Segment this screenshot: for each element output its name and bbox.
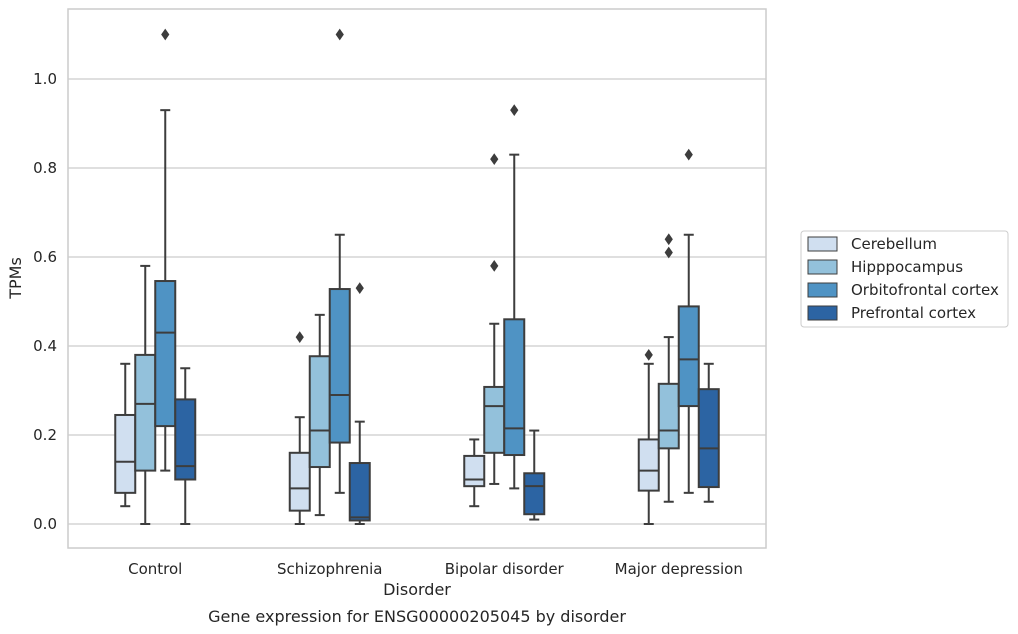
legend: Cerebellum Hipppocampus Orbitofrontal cort… bbox=[800, 230, 1009, 328]
legend-label: Orbitofrontal cortex bbox=[851, 281, 999, 299]
box-iqr bbox=[174, 398, 197, 481]
x-tick-label: Major depression bbox=[615, 560, 743, 578]
box-group bbox=[154, 28, 177, 472]
box-group bbox=[288, 331, 311, 525]
box-iqr bbox=[463, 454, 486, 488]
box-group bbox=[328, 28, 351, 494]
y-tick-label: 0.0 bbox=[33, 515, 57, 533]
x-tick-labels: Control Schizophrenia Bipolar disorder Majo… bbox=[128, 560, 743, 578]
box-group bbox=[677, 148, 700, 494]
y-tick-label: 1.0 bbox=[33, 70, 57, 88]
box-iqr bbox=[134, 353, 157, 472]
box-group bbox=[134, 264, 157, 525]
outlier-point bbox=[664, 246, 673, 259]
box-group bbox=[114, 362, 137, 508]
box-group bbox=[697, 362, 720, 503]
x-axis-title: Disorder bbox=[383, 580, 451, 599]
y-tick-label: 0.4 bbox=[33, 337, 57, 355]
plot-frame bbox=[67, 8, 767, 549]
y-tick-label: 0.2 bbox=[33, 426, 57, 444]
box-group bbox=[657, 233, 680, 503]
outlier-point bbox=[644, 349, 653, 361]
y-tick-label: 0.6 bbox=[33, 248, 57, 266]
box-group bbox=[348, 282, 371, 525]
series-hipppocampus bbox=[134, 153, 680, 525]
box-group bbox=[483, 153, 506, 485]
box-group bbox=[637, 349, 660, 525]
box-group bbox=[174, 367, 197, 525]
legend-swatch bbox=[807, 259, 838, 275]
legend-frame bbox=[800, 230, 1009, 328]
box-iqr bbox=[114, 413, 137, 494]
outlier-point bbox=[510, 104, 519, 117]
box-iqr bbox=[637, 438, 660, 492]
box-iqr bbox=[483, 385, 506, 454]
box-group bbox=[523, 429, 546, 521]
legend-label: Hipppocampus bbox=[851, 258, 963, 276]
outlier-point bbox=[335, 28, 344, 41]
box-iqr bbox=[697, 388, 720, 489]
y-axis-title: TPMs bbox=[6, 257, 25, 300]
outlier-point bbox=[490, 260, 499, 272]
box-iqr bbox=[657, 382, 680, 450]
box-group bbox=[463, 438, 486, 508]
outlier-point bbox=[161, 28, 170, 41]
y-tick-label: 0.8 bbox=[33, 159, 57, 177]
box-group bbox=[308, 313, 331, 517]
outlier-point bbox=[664, 233, 673, 246]
y-tick-labels: 0.0 0.2 0.4 0.6 0.8 1.0 bbox=[33, 70, 57, 533]
legend-swatch bbox=[807, 282, 838, 298]
series-cerebellum bbox=[114, 331, 660, 525]
outlier-point bbox=[490, 153, 499, 165]
box-group bbox=[503, 104, 526, 490]
x-tick-label: Bipolar disorder bbox=[445, 560, 565, 578]
legend-swatch bbox=[807, 236, 838, 252]
series-orbitofrontal-cortex bbox=[154, 28, 700, 494]
box-iqr bbox=[523, 472, 546, 516]
outlier-point bbox=[684, 148, 693, 161]
legend-swatch bbox=[807, 305, 838, 321]
box-iqr bbox=[154, 280, 177, 428]
series-prefrontal-cortex bbox=[174, 282, 720, 525]
box-iqr bbox=[503, 318, 526, 457]
box-iqr bbox=[677, 305, 700, 408]
legend-label: Prefrontal cortex bbox=[851, 304, 976, 322]
legend-label: Cerebellum bbox=[851, 235, 937, 253]
box-series bbox=[114, 28, 720, 525]
x-tick-label: Control bbox=[128, 560, 182, 578]
outlier-point bbox=[355, 282, 364, 295]
chart-title: Gene expression for ENSG00000205045 by d… bbox=[208, 607, 626, 626]
box-iqr bbox=[308, 355, 331, 469]
x-tick-label: Schizophrenia bbox=[277, 560, 382, 578]
box-iqr bbox=[288, 451, 311, 512]
box-iqr bbox=[348, 462, 371, 522]
outlier-point bbox=[295, 331, 304, 343]
box-iqr bbox=[328, 288, 351, 444]
